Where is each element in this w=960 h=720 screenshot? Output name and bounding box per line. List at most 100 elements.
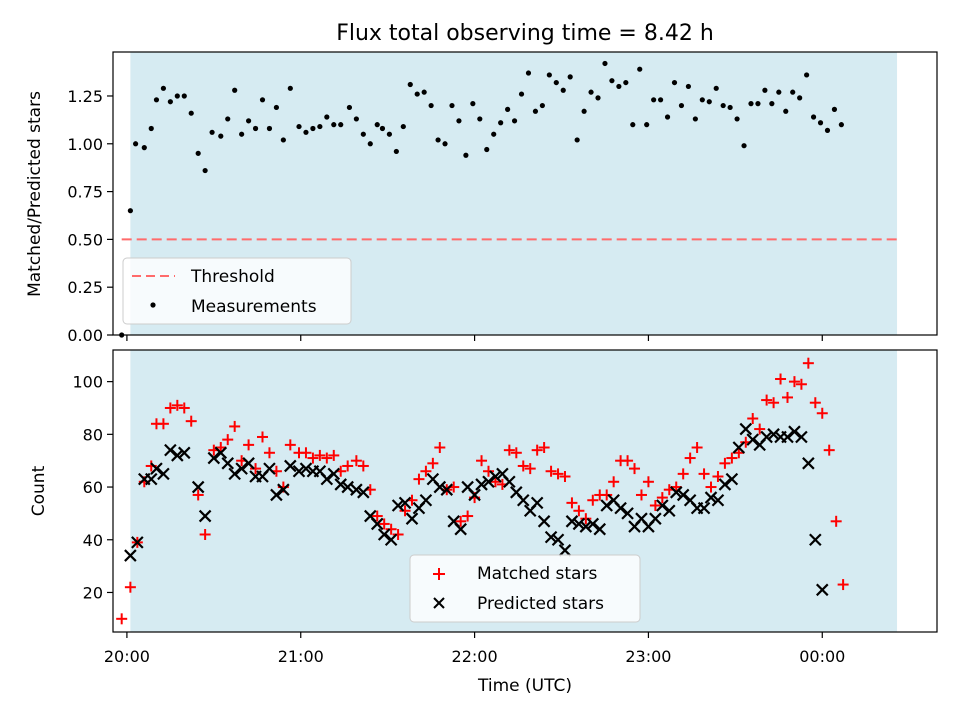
predicted-star-marker: [725, 472, 739, 486]
predicted-star-marker: [663, 504, 676, 518]
measurement-point: [428, 102, 434, 109]
matched-star-marker: [222, 434, 234, 446]
measurement-point: [141, 145, 147, 151]
predicted-star-marker: [656, 499, 669, 512]
measurement-point: [734, 116, 740, 122]
predicted-star-marker: [503, 475, 516, 489]
predicted-star-marker: [299, 462, 313, 475]
measurement-point: [407, 81, 413, 88]
matched-star-marker: [399, 505, 411, 517]
predicted-star-marker: [228, 467, 241, 481]
measurement-point: [539, 102, 545, 109]
predicted-star-marker: [405, 512, 419, 525]
predicted-star-marker: [171, 449, 184, 462]
measurement-point: [374, 122, 380, 128]
predicted-star-marker: [614, 501, 627, 515]
matched-star-marker: [635, 489, 647, 501]
predicted-star-marker: [235, 462, 248, 475]
matched-star-marker: [719, 457, 731, 469]
matched-star-marker: [733, 447, 745, 459]
measurement-point: [831, 106, 838, 112]
measurement-point: [498, 120, 504, 126]
measurement-point: [463, 152, 469, 158]
matched-star-marker: [243, 439, 255, 451]
measurement-point: [616, 83, 622, 90]
predicted-star-marker: [551, 533, 565, 547]
predicted-star-marker: [221, 457, 235, 470]
measurement-point: [218, 133, 224, 139]
predicted-star-marker: [157, 467, 170, 481]
chart-title: Flux total observing time = 8.42 h: [336, 21, 714, 46]
predicted-star-marker: [468, 488, 481, 502]
matched-star-marker: [768, 397, 780, 409]
matched-star-marker: [124, 581, 136, 593]
ratio-y-tick-label: 1.25: [67, 87, 103, 106]
measurement-point: [644, 122, 650, 128]
measurement-point: [525, 70, 532, 76]
predicted-star-marker: [746, 433, 760, 446]
matched-star-marker: [601, 489, 613, 501]
matched-star-marker: [199, 528, 211, 540]
matched-star-marker: [559, 471, 571, 483]
measurement-point: [804, 72, 810, 78]
count-y-tick-label: 80: [83, 425, 103, 444]
matched-star-marker: [413, 473, 425, 485]
measurement-point: [491, 131, 497, 137]
matched-star-marker: [580, 513, 592, 525]
measurement-point: [160, 85, 167, 91]
predicted-star-marker: [263, 462, 276, 475]
matched-star-marker: [371, 510, 383, 522]
measurement-point: [588, 89, 594, 95]
matched-star-marker: [307, 452, 319, 464]
measurement-point: [181, 93, 187, 99]
predicted-star-marker: [131, 536, 144, 549]
x-tick-label: 21:00: [278, 647, 324, 666]
matched-star-marker: [726, 452, 738, 464]
measurement-point: [484, 146, 490, 153]
predicted-star-marker: [377, 528, 391, 541]
measurement-point: [581, 108, 587, 114]
predicted-star-marker: [357, 486, 370, 499]
measurement-point: [657, 97, 664, 103]
predicted-star-marker: [516, 493, 530, 507]
predicted-star-marker: [767, 428, 780, 441]
measurement-point: [748, 101, 754, 107]
legend-measurement-swatch: [150, 302, 156, 308]
predicted-star-marker: [544, 530, 558, 544]
measurement-point: [470, 101, 476, 107]
matched-star-marker: [545, 465, 557, 477]
measurement-point: [379, 125, 386, 132]
matched-star-marker: [642, 476, 654, 488]
ratio-y-tick-label: 0.25: [67, 278, 103, 297]
measurement-point: [310, 125, 316, 132]
measurement-point: [273, 104, 280, 111]
matched-star-marker: [788, 376, 800, 388]
matched-star-marker: [489, 476, 501, 488]
count-axes-frame: [112, 349, 938, 633]
predicted-star-marker: [732, 441, 746, 454]
matched-star-marker: [263, 447, 275, 459]
measurement-point: [651, 97, 657, 103]
measurement-point: [713, 85, 719, 91]
ratio-x-ticks: [126, 335, 823, 341]
matched-star-marker: [622, 455, 634, 467]
count-y-tick-label: 40: [83, 531, 103, 550]
measurement-point: [623, 79, 629, 86]
predicted-star-marker: [697, 501, 711, 515]
measurement-point: [266, 125, 273, 132]
predicted-star-marker: [242, 457, 255, 470]
measurement-point: [838, 122, 844, 128]
measurement-point: [664, 114, 671, 120]
matched-star-marker: [677, 468, 689, 480]
predicted-star-marker: [781, 430, 794, 444]
matched-star-marker: [185, 415, 197, 427]
predicted-star-marker: [350, 483, 363, 496]
measurement-point: [174, 93, 180, 99]
measurement-point: [324, 114, 330, 120]
matched-star-marker: [420, 465, 432, 477]
matched-star-marker: [823, 444, 835, 456]
measurement-point: [280, 137, 286, 143]
matched-star-marker: [378, 518, 390, 530]
matched-star-marker: [712, 471, 724, 483]
predicted-star-marker: [433, 480, 447, 494]
